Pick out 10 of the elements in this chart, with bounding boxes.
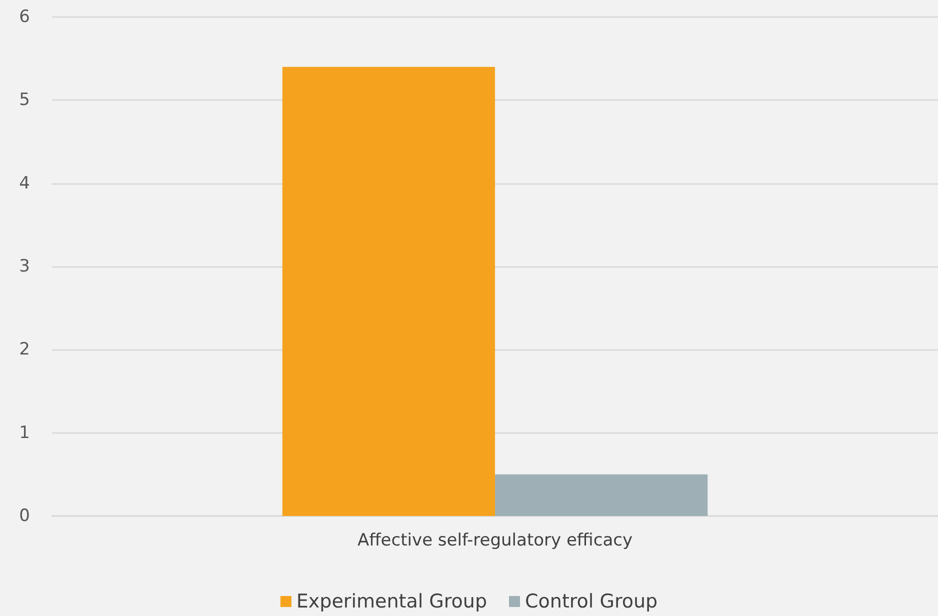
- y-tick-label: 6: [19, 7, 30, 27]
- y-tick-label: 4: [19, 173, 30, 194]
- legend-label: Control Group: [525, 590, 658, 612]
- y-tick-label: 3: [19, 256, 30, 276]
- y-tick-label: 1: [19, 422, 30, 443]
- y-tick-label: 5: [19, 90, 30, 110]
- y-tick-label: 2: [19, 340, 30, 360]
- legend-label: Experimental Group: [296, 590, 488, 612]
- y-tick-label: 0: [19, 506, 30, 526]
- x-tick-label: Affective self-regulatory efficacy: [357, 530, 633, 550]
